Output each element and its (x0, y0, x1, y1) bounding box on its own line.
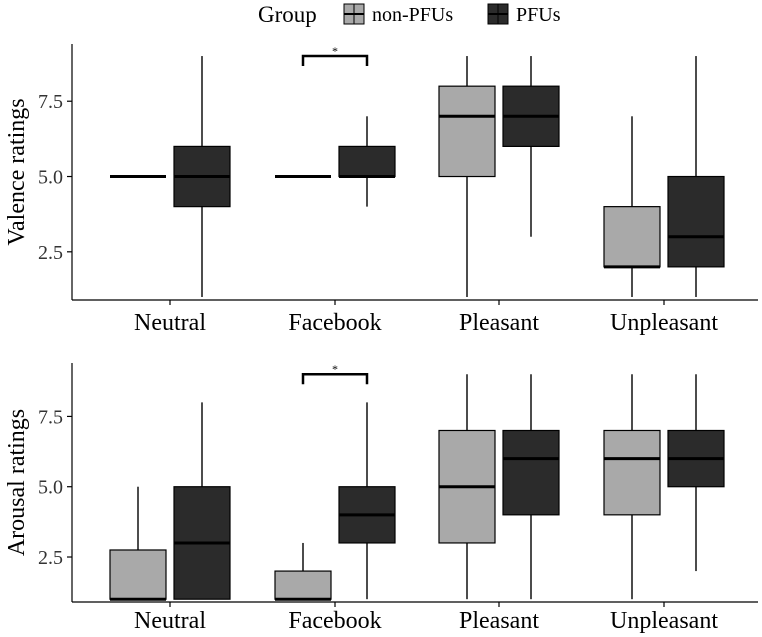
box-non-pfus-facebook (274, 542, 332, 601)
box-body (603, 206, 661, 268)
y-tick-label: 5.0 (38, 477, 63, 499)
significance-label: * (332, 362, 338, 376)
y-tick-label: 2.5 (38, 242, 63, 264)
box-body (338, 145, 396, 178)
box-non-pfus-unpleasant (603, 374, 661, 600)
bracket-line (301, 54, 369, 67)
x-tick-label-pleasant: Pleasant (459, 310, 539, 336)
x-tick-label-facebook: Facebook (288, 310, 381, 336)
legend-key-non-pfus (343, 3, 365, 25)
legend-label-pfus: PFUs (516, 4, 561, 26)
box-non-pfus-pleasant (438, 374, 496, 600)
box-body (109, 549, 167, 600)
y-axis-title: Arousal ratings (4, 409, 30, 556)
box-pfus-facebook (338, 116, 396, 207)
x-tick-label-facebook: Facebook (288, 608, 381, 634)
legend-label-non-pfus: non-PFUs (372, 4, 453, 26)
x-tick-label-unpleasant: Unpleasant (610, 608, 718, 634)
y-tick-label: 2.5 (38, 547, 63, 569)
box-pfus-unpleasant (667, 374, 725, 572)
y-tick-label: 5.0 (38, 167, 63, 189)
box-pfus-unpleasant (667, 56, 725, 297)
box-body (667, 175, 725, 268)
significance-label: * (332, 44, 338, 58)
arousal-panel: 2.5 5.0 7.5 Arousal ratings Neutral Facebook P… (4, 362, 758, 634)
significance-bracket-facebook: * (301, 44, 369, 67)
x-tick-label-pleasant: Pleasant (459, 608, 539, 634)
box-pfus-facebook (338, 402, 396, 600)
box-pfus-pleasant (502, 374, 560, 600)
box-pfus-pleasant (502, 56, 560, 237)
box-pfus-neutral (173, 402, 231, 600)
box-non-pfus-pleasant (438, 56, 496, 297)
box-non-pfus-neutral (109, 486, 167, 601)
box-pfus-neutral (173, 56, 231, 297)
legend: Group non-PFUs PFUs (258, 2, 561, 27)
legend-title: Group (258, 2, 317, 27)
box-body (603, 429, 661, 516)
valence-panel: 2.5 5.0 7.5 Valence ratings Neutral Facebook P… (4, 44, 758, 336)
bracket-line (301, 372, 369, 385)
x-tick-label-neutral: Neutral (134, 608, 206, 634)
box-body (438, 85, 496, 178)
legend-key-pfus (487, 3, 509, 25)
y-tick-label: 7.5 (38, 406, 63, 428)
x-tick-label-neutral: Neutral (134, 310, 206, 336)
x-tick-label-unpleasant: Unpleasant (610, 310, 718, 336)
y-axis-title: Valence ratings (4, 98, 30, 245)
y-tick-label: 7.5 (38, 91, 63, 113)
box-non-pfus-unpleasant (603, 116, 661, 297)
box-body (502, 429, 560, 516)
box-body (274, 570, 332, 600)
significance-bracket-facebook: * (301, 362, 369, 385)
